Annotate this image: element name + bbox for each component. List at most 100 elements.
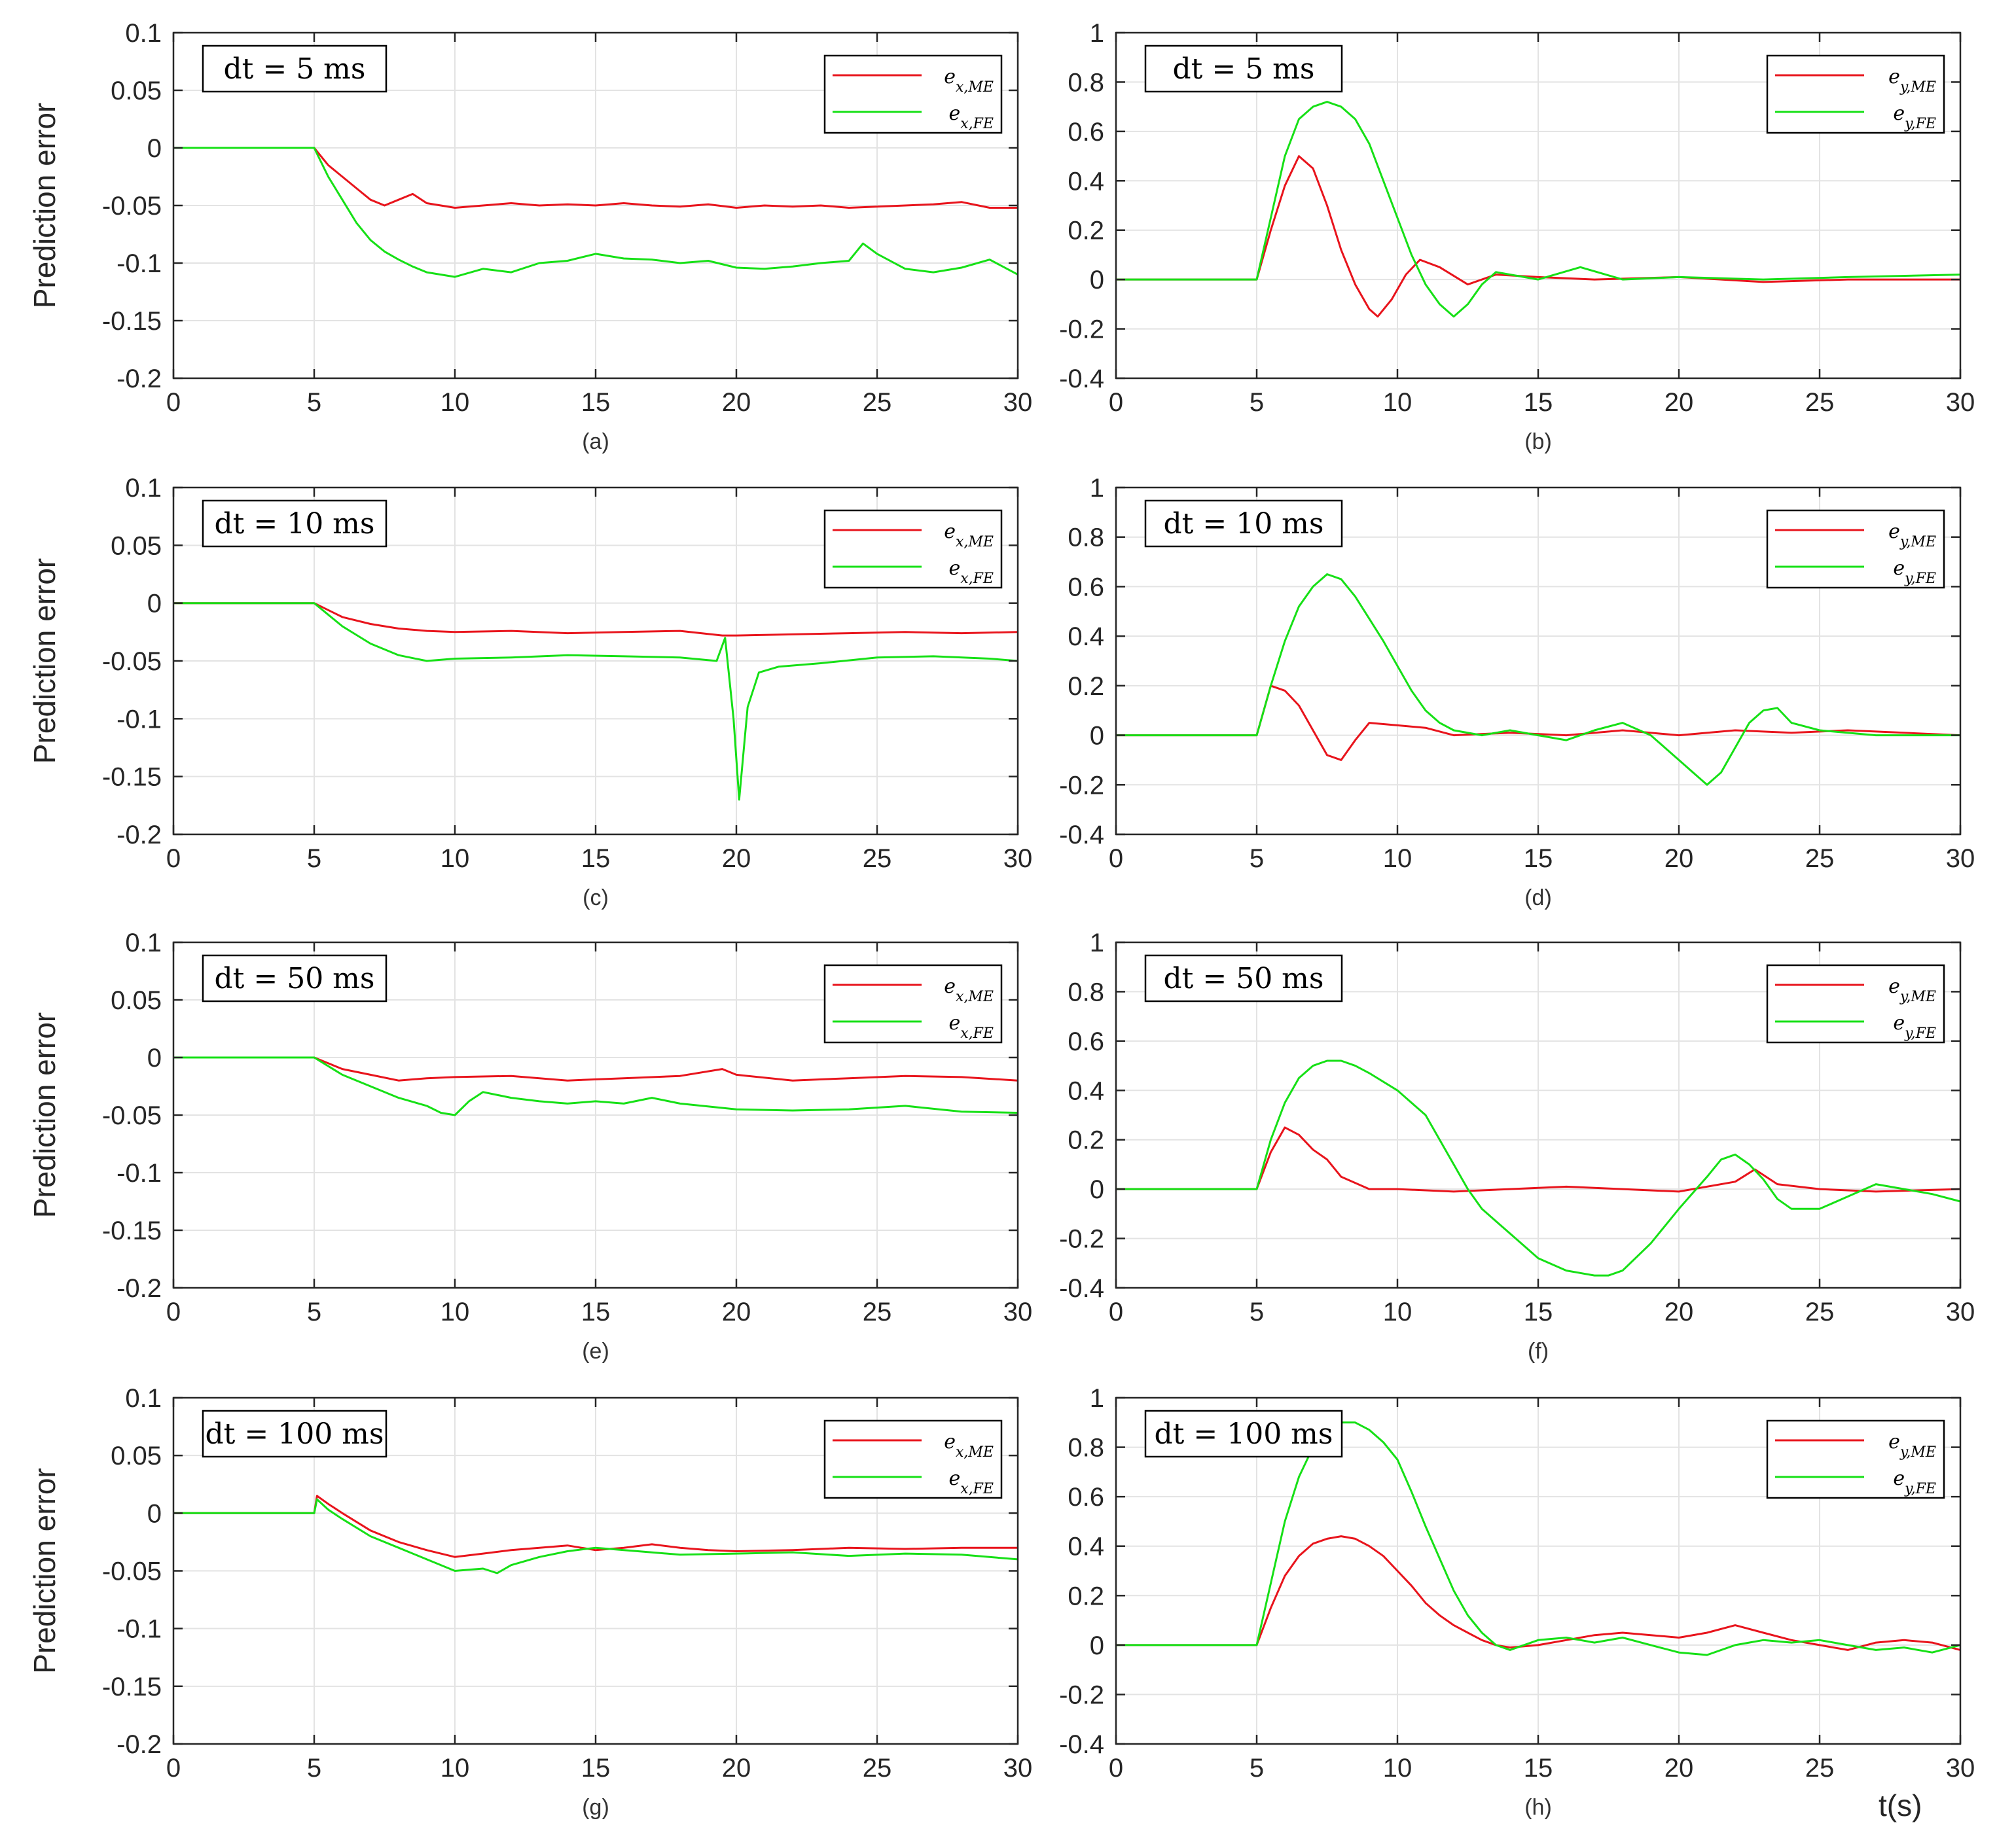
x-tick-label: 15 <box>1524 1298 1553 1326</box>
x-tick-label: 30 <box>1003 1298 1033 1326</box>
legend-box <box>823 509 1003 589</box>
legend-entry-text: ex,ME <box>944 1430 994 1461</box>
y-tick-label: 0 <box>147 590 162 618</box>
x-tick-label: 30 <box>1003 388 1033 417</box>
annotation-text: dt = 50 ms <box>215 962 375 995</box>
legend: ex,ME ex,FE <box>823 54 1003 134</box>
legend-box <box>823 964 1003 1044</box>
panel-caption: (f) <box>1528 1339 1549 1364</box>
y-tick-label: -0.2 <box>1059 771 1104 800</box>
y-axis-label: Prediction error <box>27 103 62 308</box>
y-tick-label: -0.1 <box>117 705 162 734</box>
legend-entry-text: ex,FE <box>949 1012 994 1042</box>
y-tick-label: 0 <box>1090 1631 1104 1660</box>
legend-box <box>823 1419 1003 1499</box>
y-tick-label: 0.6 <box>1068 1483 1104 1512</box>
legend-entry-text: ex,ME <box>944 520 994 550</box>
dt-annotation: dt = 5 ms <box>202 44 387 93</box>
legend-entry-text: ex,FE <box>949 102 994 132</box>
series-line-eyfe <box>1116 1059 1961 1277</box>
x-tick-label: 5 <box>1250 1298 1264 1326</box>
y-tick-label: 0 <box>1090 1175 1104 1204</box>
legend: ex,ME ex,FE <box>823 509 1003 589</box>
x-tick-label: 10 <box>1383 1754 1412 1783</box>
annotation-box <box>1144 44 1343 93</box>
series-line-eyfe <box>1116 101 1961 318</box>
y-tick-label: -0.05 <box>102 1101 162 1130</box>
x-tick-label: 30 <box>1003 844 1033 873</box>
x-tick-label: 5 <box>307 1298 321 1326</box>
global-xlabel: t(s) <box>1879 1788 1922 1822</box>
x-tick-label: 15 <box>1524 844 1553 873</box>
x-tick-label: 15 <box>581 388 611 417</box>
y-tick-label: -0.15 <box>102 763 162 792</box>
legend-entry-text: ex,FE <box>949 557 994 587</box>
series-line-eyme <box>1116 1535 1961 1651</box>
x-tick-label: 15 <box>1524 1754 1553 1783</box>
y-tick-label: 0.2 <box>1068 217 1104 245</box>
chart-panel-f: 0 5 10 15 20 25 30 1 0.8 0.6 0.4 0.2 0 -0.2 -0.4 (f) dt … <box>1059 929 1975 1364</box>
y-tick-label: 0.8 <box>1068 1434 1104 1463</box>
x-tick-label: 20 <box>722 388 751 417</box>
y-axis-label: Prediction error <box>27 1468 62 1673</box>
y-tick-label: 0.8 <box>1068 978 1104 1006</box>
chart-panel-e: 0 5 10 15 20 25 30 0.1 0.05 0 -0.05 -0.1 -0.15 -0.2 Pr… <box>27 929 1032 1364</box>
dt-annotation: dt = 10 ms <box>202 499 387 548</box>
chart-panel-d: 0 5 10 15 20 25 30 1 0.8 0.6 0.4 0.2 0 -0.2 -0.4 (d) dt … <box>1059 474 1975 910</box>
legend-box <box>1766 54 1945 134</box>
dt-annotation: dt = 5 ms <box>1144 44 1343 93</box>
chart-panel-c: 0 5 10 15 20 25 30 0.1 0.05 0 -0.05 -0.1 -0.15 -0.2 Pr… <box>27 474 1032 910</box>
y-tick-label: -0.2 <box>1059 1225 1104 1254</box>
x-tick-label: 25 <box>1805 1298 1835 1326</box>
x-tick-label: 20 <box>1664 388 1694 417</box>
y-tick-label: -0.2 <box>117 1274 162 1303</box>
legend-box <box>823 54 1003 134</box>
y-tick-label: 0.2 <box>1068 1126 1104 1155</box>
y-tick-label: 0.2 <box>1068 1582 1104 1610</box>
y-axis-label: Prediction error <box>27 1012 62 1218</box>
legend-entry-text: ey,ME <box>1888 975 1936 1005</box>
y-tick-label: 0.4 <box>1068 622 1104 651</box>
legend-entry-text: ey,FE <box>1893 1467 1936 1497</box>
y-tick-label: 0.4 <box>1068 167 1104 196</box>
y-tick-label: -0.1 <box>117 249 162 278</box>
x-tick-label: 10 <box>1383 388 1412 417</box>
series-line-exfe <box>173 147 1018 278</box>
x-tick-label: 20 <box>722 1754 751 1783</box>
x-tick-label: 0 <box>166 844 181 873</box>
y-tick-label: 0.8 <box>1068 524 1104 552</box>
legend-entry-text: ey,ME <box>1888 65 1936 96</box>
y-tick-label: 1 <box>1090 929 1104 957</box>
y-tick-label: -0.4 <box>1059 821 1104 849</box>
legend-entry-text: ey,FE <box>1893 557 1936 587</box>
y-tick-label: -0.15 <box>102 1217 162 1245</box>
x-tick-label: 10 <box>441 388 470 417</box>
legend: ey,ME ey,FE <box>1766 964 1945 1044</box>
x-tick-label: 30 <box>1946 388 1975 417</box>
x-tick-label: 30 <box>1946 1754 1975 1783</box>
y-tick-label: -0.05 <box>102 1557 162 1586</box>
legend-entry-text: ey,FE <box>1893 1012 1936 1042</box>
x-tick-label: 30 <box>1003 1754 1033 1783</box>
y-tick-label: -0.2 <box>1059 315 1104 344</box>
x-tick-label: 25 <box>1805 388 1835 417</box>
x-tick-label: 5 <box>307 1754 321 1783</box>
x-tick-label: 0 <box>166 388 181 417</box>
legend-entry-text: ex,ME <box>944 65 994 96</box>
x-tick-label: 0 <box>166 1298 181 1326</box>
panel-caption: (g) <box>582 1795 609 1820</box>
y-axis-label: Prediction error <box>27 558 62 764</box>
dt-annotation: dt = 10 ms <box>1144 499 1343 548</box>
y-tick-label: 1 <box>1090 19 1104 48</box>
x-tick-label: 20 <box>1664 1298 1694 1326</box>
x-tick-label: 20 <box>722 844 751 873</box>
x-tick-label: 5 <box>1250 844 1264 873</box>
x-tick-label: 30 <box>1946 1298 1975 1326</box>
chart-panel-a: 0 5 10 15 20 25 30 0.1 0.05 0 -0.05 -0.1 -0.15 -0.2 Pr… <box>27 19 1032 454</box>
y-tick-label: 0.1 <box>125 474 162 503</box>
annotation-box <box>1144 954 1343 1003</box>
panel-caption: (c) <box>583 885 609 910</box>
y-tick-label: -0.05 <box>102 647 162 676</box>
series-line-exme <box>173 602 1018 637</box>
x-tick-label: 25 <box>863 388 892 417</box>
